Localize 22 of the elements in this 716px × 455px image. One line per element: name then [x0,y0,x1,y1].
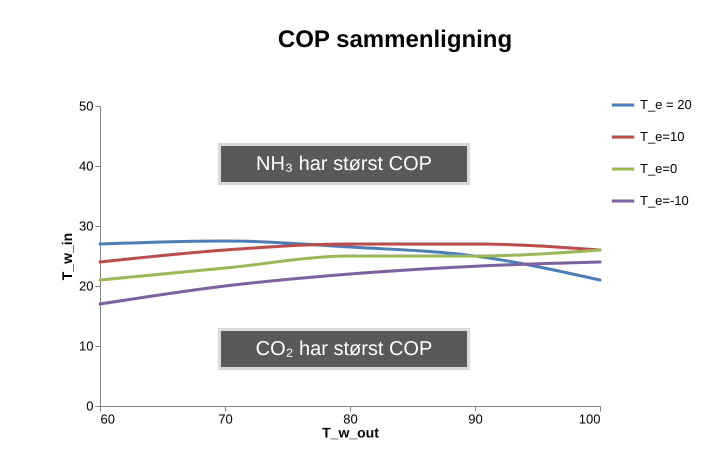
y-axis-title: T_w_in [59,232,76,280]
label-box: NH₃ har størst COP [218,143,470,185]
legend-label: T_e=0 [640,161,678,176]
x-tick-label: 70 [218,412,233,426]
y-tick-label: 20 [79,278,94,294]
x-tick-label: 80 [343,412,358,426]
y-tick-label: 50 [79,98,94,114]
x-tick-label: 60 [100,412,115,426]
x-tick-label: 100 [578,412,600,426]
line-series [98,248,602,282]
legend-label: T_e = 20 [640,97,692,112]
legend-label: T_e=10 [640,129,684,144]
y-tick-label: 10 [79,338,94,354]
label-box: CO₂ har størst COP [218,328,470,370]
legend-label: T_e=-10 [640,193,689,208]
y-tick-label: 0 [86,398,94,414]
y-tick-label: 40 [79,158,94,174]
y-tick-label: 30 [79,218,94,234]
x-tick-label: 90 [468,412,483,426]
chart-title: COP sammenligning [278,26,512,53]
line-series [98,260,602,306]
x-axis-title: T_w_out [322,424,380,440]
